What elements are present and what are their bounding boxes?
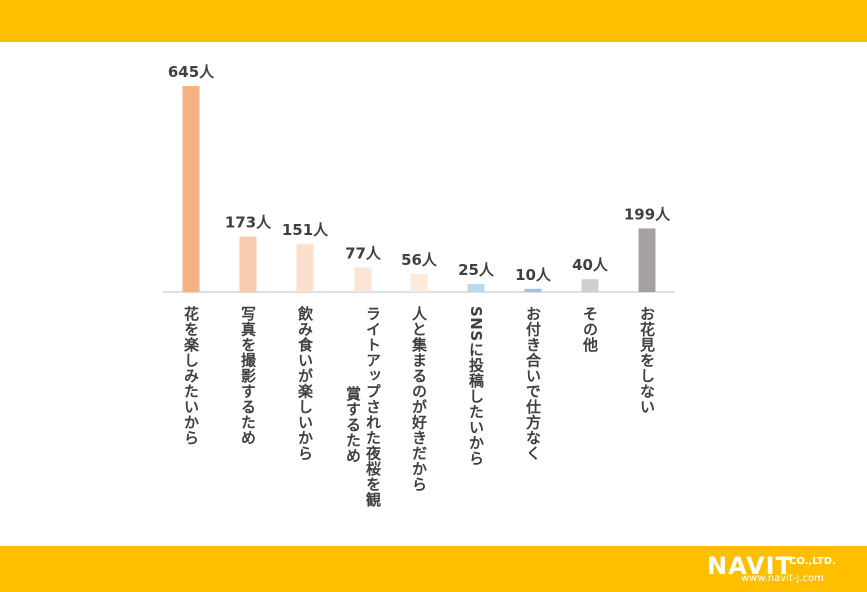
bar-5 [410, 274, 428, 292]
category-label-1: 花を楽しみたいから [182, 305, 200, 445]
value-label-1: 645人 [168, 63, 215, 81]
navit-logo: NAVIT CO.,LTD. www.navit-j.com [707, 552, 857, 586]
value-label-2: 173人 [225, 214, 272, 232]
value-label-6: 25人 [458, 261, 495, 279]
value-label-8: 40人 [572, 256, 609, 274]
bar-3 [296, 243, 314, 292]
bar-2 [239, 236, 257, 292]
bar-4 [354, 267, 372, 292]
value-label-5: 56人 [401, 251, 438, 269]
top-header-band [0, 0, 867, 42]
bar-8 [581, 279, 599, 292]
bar-7 [524, 288, 542, 292]
logo-suffix: CO.,LTD. [789, 556, 836, 567]
bar-1 [182, 86, 200, 292]
category-label-7: お付き合いで仕方なく [524, 306, 542, 461]
logo-url: www.navit-j.com [741, 573, 824, 584]
value-label-9: 199人 [624, 205, 671, 223]
category-label-4-part-1: ライトアップされた夜桜を観 [364, 306, 382, 508]
value-label-3: 151人 [282, 221, 329, 239]
value-label-4: 77人 [345, 244, 382, 262]
category-label-5: 人と集まるのが好きだから [410, 306, 428, 492]
category-label-9: お花見をしない [638, 306, 656, 415]
bottom-footer-band [0, 546, 867, 592]
value-label-7: 10人 [515, 266, 552, 284]
category-label-3: 飲み食いが楽しいから [296, 305, 314, 461]
category-label-8: その他 [581, 306, 599, 353]
category-label-4-part-2: 賞するため [344, 385, 362, 463]
bar-9 [638, 228, 656, 292]
category-label-2: 写真を撮影するため [239, 306, 257, 446]
logo-text: NAVIT [707, 552, 793, 580]
category-label-6: SNSに投稿したいから [467, 306, 485, 466]
bar-6 [467, 284, 485, 292]
